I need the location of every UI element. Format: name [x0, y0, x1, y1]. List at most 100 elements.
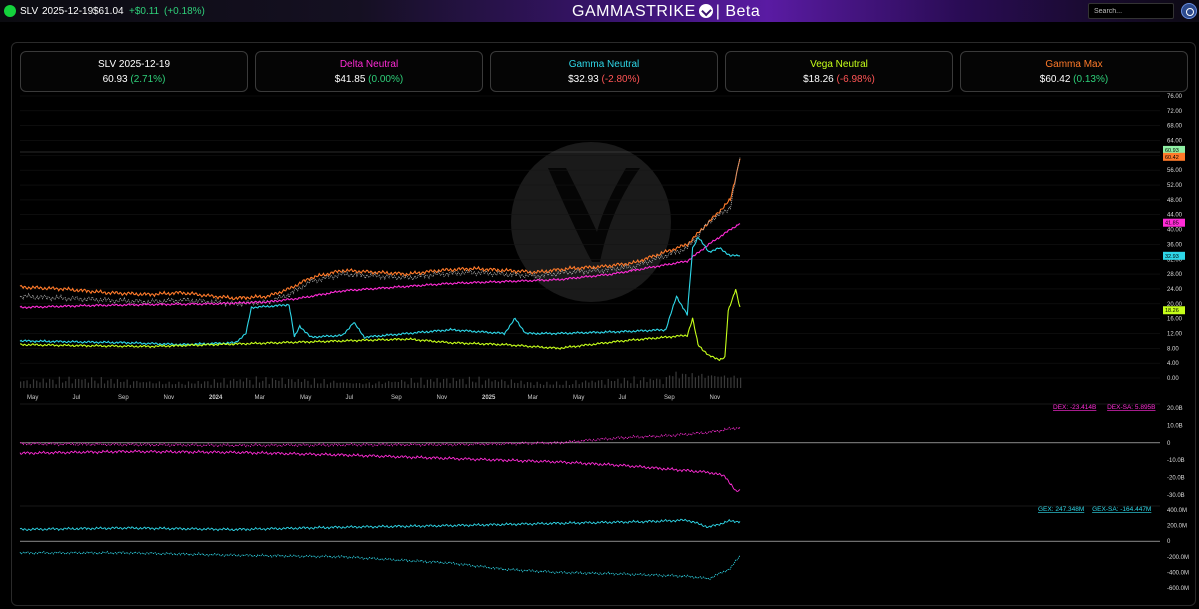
x-tick-label: May: [573, 395, 584, 401]
card-price: $32.93: [568, 74, 599, 85]
volume-bar: [723, 375, 726, 388]
volume-bar: [391, 382, 393, 388]
x-tick-label: Jul: [73, 395, 81, 401]
volume-bar: [575, 380, 577, 388]
volume-bar: [220, 382, 222, 388]
y-tick-label: 0: [1167, 539, 1171, 545]
y-tick-label: 36.00: [1167, 242, 1183, 248]
volume-bar: [504, 381, 506, 388]
volume-bar: [720, 376, 722, 388]
card-title: Delta Neutral: [339, 59, 399, 70]
volume-bar: [181, 383, 183, 388]
y-tick-label: -30.0B: [1167, 493, 1185, 499]
brand-logo[interactable]: GAMMASTRIKE | Beta: [572, 3, 760, 21]
volume-bar: [152, 383, 154, 388]
card-change: (-6.98%): [836, 74, 875, 85]
volume-bar: [672, 376, 674, 388]
x-tick-label: Nov: [437, 395, 448, 401]
volume-bar: [339, 382, 341, 388]
volume-bar: [568, 384, 571, 388]
volume-bar: [197, 380, 199, 388]
volume-bar: [120, 381, 122, 388]
y-tick-label: 0: [1167, 441, 1171, 447]
volume-bar: [623, 377, 625, 388]
card-vega-neutral[interactable]: Vega Neutral $18.26 (-6.98%): [725, 51, 953, 92]
volume-bar: [442, 378, 445, 388]
volume-bar: [149, 381, 151, 388]
brand-suffix: | Beta: [715, 3, 761, 20]
ticker-symbol[interactable]: SLV: [20, 6, 39, 17]
card-change: (2.71%): [130, 74, 166, 85]
volume-bar: [656, 378, 658, 388]
card-price: $41.85: [334, 74, 366, 85]
volume-bar: [242, 381, 244, 388]
volume-bar: [275, 379, 277, 388]
volume-bar: [439, 382, 441, 388]
y-tick-label: 48.00: [1167, 198, 1183, 204]
volume-bar: [588, 382, 590, 388]
x-tick-label: Jul: [619, 395, 627, 401]
card-delta-neutral[interactable]: Delta Neutral $41.85 (0.00%): [255, 51, 483, 92]
price-tag: [1163, 152, 1185, 161]
card-gamma-max[interactable]: Gamma Max $60.42 (0.13%): [960, 51, 1188, 92]
volume-bar: [397, 382, 399, 388]
volume-bar: [530, 382, 532, 388]
volume-bar: [310, 384, 312, 388]
y-tick-label: 64.00: [1167, 139, 1183, 145]
volume-bar: [94, 380, 96, 388]
volume-bar: [313, 378, 316, 388]
volume-bar: [668, 375, 671, 388]
volume-bar: [355, 383, 357, 388]
chart-panel: [11, 42, 1196, 606]
volume-bar: [707, 375, 709, 388]
card-title: Gamma Max: [1045, 59, 1103, 70]
card-gamma-neutral[interactable]: Gamma Neutral $32.93 (-2.80%): [490, 51, 718, 92]
volume-bar: [239, 379, 241, 388]
volume-bar: [510, 379, 512, 388]
main-x-axis: May Jul Sep Nov 2024 Mar May Jul Sep Nov 2025 Mar Ma…: [27, 395, 720, 401]
volume-bar: [129, 384, 131, 388]
volume-bar: [639, 380, 642, 388]
volume-bar: [736, 378, 738, 388]
volume-bar: [462, 378, 464, 388]
price-tag: [1163, 218, 1185, 227]
volume-bar: [701, 373, 703, 388]
user-avatar-icon[interactable]: [1181, 3, 1197, 19]
volume-bar: [585, 380, 587, 388]
volume-bar: [681, 373, 684, 388]
volume-bar: [258, 382, 261, 388]
series-dex: [19, 449, 741, 492]
volume-bar: [562, 384, 564, 388]
volume-bar: [236, 380, 238, 388]
volume-bar: [375, 383, 377, 388]
price-tag: [1163, 306, 1185, 315]
volume-bar: [42, 378, 44, 388]
search-input[interactable]: [1088, 3, 1174, 19]
y-tick-label: 32.00: [1167, 257, 1183, 263]
volume-bar: [652, 380, 655, 388]
volume-bar: [465, 384, 467, 388]
price-tag-label: 41.85: [1165, 221, 1179, 227]
volume-bar: [249, 380, 251, 388]
volume-bar: [52, 379, 54, 388]
card-underlying[interactable]: SLV 2025-12-19 60.93 (2.71%): [20, 51, 248, 92]
card-change: (-2.80%): [601, 74, 640, 85]
volume-bar: [162, 384, 164, 388]
volume-bar: [78, 378, 80, 388]
x-tick-label: Mar: [255, 395, 265, 401]
volume-bar: [45, 382, 48, 388]
volume-bar: [349, 383, 351, 388]
volume-bar: [284, 384, 286, 388]
price-change-pct: (+0.18%): [164, 6, 205, 17]
volume-bar: [359, 383, 361, 388]
volume-bar: [184, 384, 186, 388]
volume-bar: [685, 374, 687, 388]
volume-bar: [420, 377, 422, 388]
volume-bar: [81, 379, 83, 388]
volume-bar: [630, 383, 632, 388]
y-tick-label: -20.0B: [1167, 476, 1185, 482]
y-tick-label: 28.00: [1167, 272, 1183, 278]
volume-bar: [103, 383, 106, 388]
y-tick-label: 24.00: [1167, 287, 1183, 293]
